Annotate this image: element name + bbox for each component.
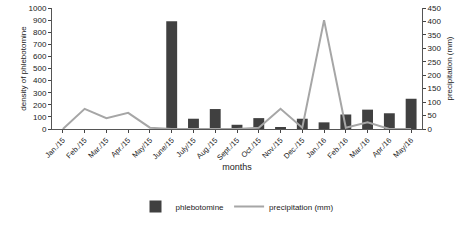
- svg-text:1000: 1000: [29, 4, 47, 13]
- svg-text:Mar./15: Mar./15: [86, 136, 110, 160]
- svg-text:200: 200: [428, 71, 442, 80]
- svg-text:Jan./15: Jan./15: [43, 136, 67, 160]
- svg-text:500: 500: [33, 64, 47, 73]
- svg-text:100: 100: [33, 113, 47, 122]
- svg-text:months: months: [222, 162, 252, 172]
- svg-text:May/15: May/15: [130, 136, 154, 160]
- svg-text:350: 350: [428, 31, 442, 40]
- svg-text:100: 100: [428, 98, 442, 107]
- svg-text:300: 300: [33, 89, 47, 98]
- svg-text:200: 200: [33, 101, 47, 110]
- svg-text:Aug./15: Aug./15: [195, 136, 220, 161]
- svg-text:700: 700: [33, 40, 47, 49]
- svg-text:Feb./15: Feb./15: [64, 136, 88, 160]
- svg-text:Nov./15: Nov./15: [260, 136, 284, 160]
- svg-text:July/15: July/15: [174, 136, 197, 159]
- svg-text:300: 300: [428, 44, 442, 53]
- svg-text:450: 450: [428, 4, 442, 13]
- svg-text:Feb./16: Feb./16: [326, 136, 350, 160]
- svg-text:Oct./15: Oct./15: [239, 136, 262, 159]
- svg-text:250: 250: [428, 58, 442, 67]
- svg-text:Apr./15: Apr./15: [109, 136, 132, 159]
- svg-text:density of phlebotomine: density of phlebotomine: [19, 26, 28, 111]
- svg-text:50: 50: [428, 111, 437, 120]
- svg-text:Sept./15: Sept./15: [215, 136, 241, 162]
- svg-text:150: 150: [428, 84, 442, 93]
- svg-text:phlebotomine: phlebotomine: [176, 203, 225, 212]
- svg-text:May/16: May/16: [391, 136, 415, 160]
- svg-text:0: 0: [428, 125, 433, 134]
- svg-text:June/15: June/15: [151, 136, 176, 161]
- svg-text:400: 400: [428, 17, 442, 26]
- svg-text:0: 0: [42, 125, 47, 134]
- svg-text:precipitation (mm): precipitation (mm): [445, 36, 454, 100]
- svg-text:900: 900: [33, 16, 47, 25]
- svg-text:400: 400: [33, 76, 47, 85]
- svg-text:Jan./16: Jan./16: [304, 136, 328, 160]
- svg-text:Apr./16: Apr./16: [370, 136, 393, 159]
- svg-text:600: 600: [33, 52, 47, 61]
- svg-text:800: 800: [33, 28, 47, 37]
- svg-text:Mar./16: Mar./16: [348, 136, 372, 160]
- svg-text:precipitation (mm): precipitation (mm): [269, 203, 333, 212]
- svg-text:Dec./15: Dec./15: [282, 136, 307, 161]
